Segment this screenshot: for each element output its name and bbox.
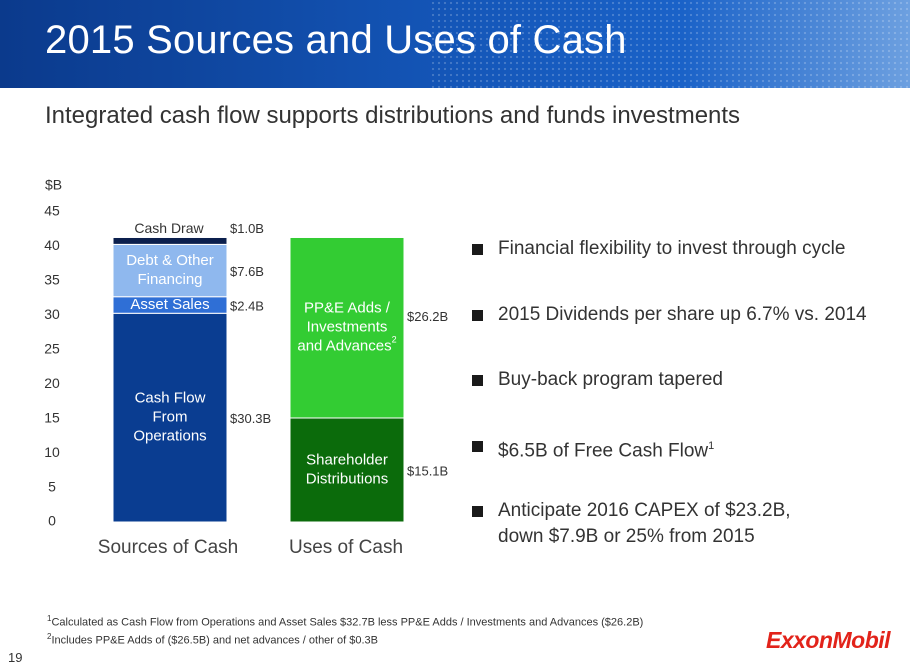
square-bullet-icon	[472, 506, 483, 517]
y-tick-label: 20	[44, 375, 60, 391]
bullet-text: Buy-back program tapered	[498, 369, 723, 390]
segment-label: Financing	[137, 271, 202, 288]
segment-label: Cash Draw	[134, 220, 204, 236]
square-bullet-icon	[472, 375, 483, 386]
bullet-item: Buy-back program tapered	[472, 367, 723, 393]
segment-label: Shareholder	[306, 451, 388, 468]
square-bullet-icon	[472, 244, 483, 255]
segment-label: Investments	[307, 319, 388, 336]
footnote-text: Includes PP&E Adds of ($26.5B) and net a…	[51, 634, 378, 647]
bar-segment	[289, 417, 405, 523]
square-bullet-icon	[472, 310, 483, 321]
segment-label: Asset Sales	[130, 296, 209, 313]
footnote-marker: 1	[47, 614, 52, 623]
bullet-text: $6.5B of Free Cash Flow1	[498, 433, 714, 464]
square-bullet-icon	[472, 441, 483, 452]
y-tick-label: 30	[44, 306, 60, 322]
x-category-label: Uses of Cash	[289, 537, 403, 558]
segment-value-label: $30.3B	[230, 411, 271, 426]
footnote: 2Includes PP&E Adds of ($26.5B) and net …	[47, 630, 643, 648]
y-axis-unit: $B	[45, 177, 62, 193]
y-tick-label: 0	[48, 513, 56, 529]
bullet-item: 2015 Dividends per share up 6.7% vs. 201…	[472, 302, 867, 328]
sources-uses-chart: $B 0 5 10 15 20 25 30 35 40 45 Sources of Cash Uses …	[44, 177, 448, 558]
y-tick-label: 15	[44, 409, 60, 425]
bar-segment	[289, 236, 405, 419]
y-tick-label: 5	[48, 478, 56, 494]
y-tick-label: 10	[44, 444, 60, 460]
segment-label: Debt & Other	[126, 252, 214, 269]
segment-value-label: $15.1B	[407, 463, 448, 478]
segment-label: Operations	[133, 428, 206, 445]
segment-label: and Advances2	[297, 335, 396, 355]
y-tick-label: 45	[44, 203, 60, 219]
segment-value-label: $2.4B	[230, 298, 264, 313]
bar-segment	[112, 243, 228, 298]
bullet-text: Anticipate 2016 CAPEX of $23.2B, down $7.…	[498, 498, 791, 550]
exxonmobil-logo: ExxonMobil	[766, 627, 891, 653]
y-tick-label: 25	[44, 340, 60, 356]
footnote-marker: 2	[47, 631, 52, 641]
footnote: 1Calculated as Cash Flow from Operations…	[47, 612, 643, 630]
segment-label: Distributions	[306, 470, 389, 487]
bullet-item: $6.5B of Free Cash Flow1	[472, 433, 714, 464]
bullet-text: Financial flexibility to invest through …	[498, 238, 846, 259]
title-banner: 2015 Sources and Uses of Cash	[0, 0, 910, 88]
segment-value-label: $1.0B	[230, 221, 264, 236]
page-subtitle: Integrated cash flow supports distributi…	[45, 102, 741, 129]
segment-value-label: $7.6B	[230, 264, 264, 279]
x-category-label: Sources of Cash	[98, 537, 238, 558]
bullet-line-2: down $7.9B or 25% from 2015	[498, 526, 755, 547]
segment-label: From	[153, 409, 188, 426]
bullet-text: 2015 Dividends per share up 6.7% vs. 201…	[498, 304, 867, 325]
bullet-item: Anticipate 2016 CAPEX of $23.2B, down $7.…	[472, 498, 791, 550]
segment-label: Cash Flow	[135, 390, 206, 407]
y-tick-label: 35	[44, 272, 60, 288]
bar-segment	[112, 236, 228, 245]
y-tick-label: 40	[44, 237, 60, 253]
segment-label: PP&E Adds /	[304, 300, 391, 317]
footnotes: 1Calculated as Cash Flow from Operations…	[47, 612, 643, 647]
page-number: 19	[8, 650, 23, 665]
footnote-ref: 1	[708, 440, 715, 452]
footnote-text: Calculated as Cash Flow from Operations …	[51, 616, 644, 629]
bullet-item: Financial flexibility to invest through …	[472, 236, 845, 262]
segment-value-label: $26.2B	[407, 309, 448, 324]
banner-texture	[430, 0, 910, 88]
bullet-text-main: $6.5B of Free Cash Flow	[498, 440, 709, 462]
page-title: 2015 Sources and Uses of Cash	[45, 18, 627, 62]
bar-segment	[112, 312, 228, 523]
bullet-line-1: Anticipate 2016 CAPEX of $23.2B,	[498, 500, 791, 521]
